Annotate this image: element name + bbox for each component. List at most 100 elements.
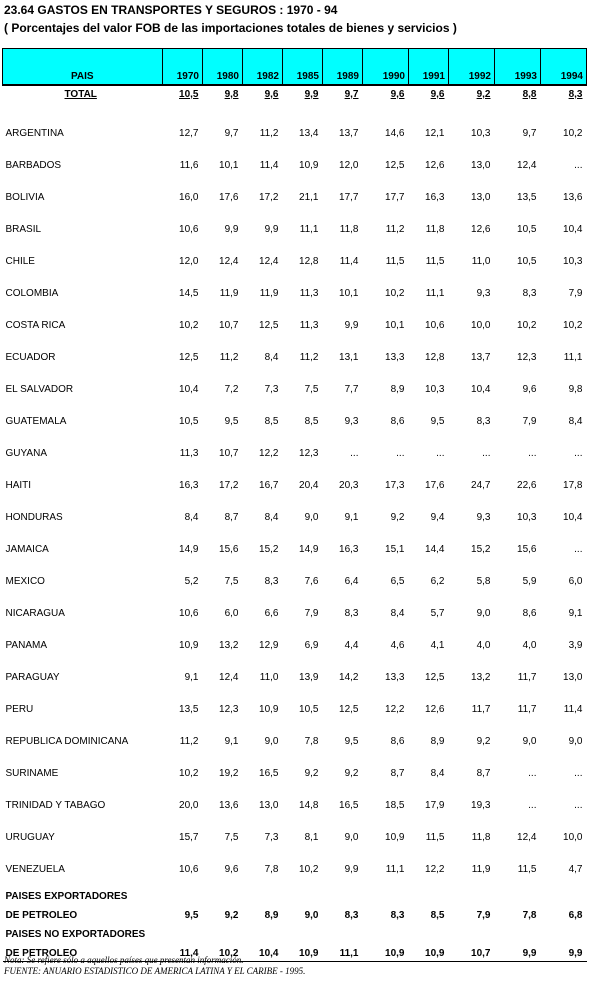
table-row: BRASIL 10,6 9,9 9,9 11,1 11,8 11,2 11,8 12,6 10,5… <box>3 213 587 245</box>
table-cell: 8,3 <box>344 607 359 619</box>
table-cell: 12,8 <box>425 351 445 363</box>
country-name: COSTA RICA <box>5 319 66 331</box>
table-cell: 11,5 <box>425 255 445 267</box>
table-cell: 8,7 <box>390 767 405 779</box>
table-cell: 13,1 <box>339 351 359 363</box>
table-cell: 4,0 <box>476 639 491 651</box>
table-cell: ... <box>528 447 537 459</box>
total-value: 9,6 <box>390 89 405 100</box>
table-cell: 7,5 <box>304 383 319 395</box>
table-cell: 8,4 <box>430 767 445 779</box>
table-cell: 6,2 <box>430 575 445 587</box>
table-cell: 5,8 <box>476 575 491 587</box>
country-name: GUATEMALA <box>5 415 67 427</box>
table-cell: ... <box>528 767 537 779</box>
column-header-year: 1991 <box>408 48 449 86</box>
table-cell: 7,5 <box>224 575 239 587</box>
table-row: TRINIDAD Y TABAGO 20,0 13,6 13,0 14,8 16,5 18,… <box>3 789 587 821</box>
table-cell: 10,9 <box>299 159 319 171</box>
table-cell: ... <box>574 447 583 459</box>
table-cell: 11,1 <box>563 351 583 363</box>
table-cell: 20,0 <box>179 799 199 811</box>
table-cell: 17,2 <box>219 479 239 491</box>
table-cell: 9,7 <box>224 127 239 139</box>
group-value: 9,9 <box>494 940 541 962</box>
group-value: 9,2 <box>224 910 239 921</box>
country-name: HONDURAS <box>5 511 63 523</box>
table-cell: 8,6 <box>522 607 537 619</box>
table-cell: 12,3 <box>219 703 239 715</box>
group-value: 11,4 <box>162 940 203 962</box>
table-cell: 9,6 <box>522 383 537 395</box>
table-cell: 12,5 <box>339 703 359 715</box>
table-cell: 6,0 <box>568 575 583 587</box>
table-cell: 8,3 <box>264 575 279 587</box>
total-row: TOTAL 10,5 9,8 9,6 9,9 9,7 9,6 9,6 9,2 8,8 8,3 <box>3 85 587 117</box>
table-row: GUYANA 11,3 10,7 12,2 12,3.................. <box>3 437 587 469</box>
table-cell: 6,6 <box>264 607 279 619</box>
country-name: ECUADOR <box>5 351 56 363</box>
table-cell: 9,8 <box>568 383 583 395</box>
table-row: GUATEMALA 10,5 9,5 8,5 8,5 9,3 8,6 9,5 8,3 7,9 8,4 <box>3 405 587 437</box>
table-row: MEXICO 5,2 7,5 8,3 7,6 6,4 6,5 6,2 5,8 5,9 6,0 <box>3 565 587 597</box>
table-cell: 12,6 <box>471 223 491 235</box>
table-cell: 9,3 <box>476 511 491 523</box>
country-name: CHILE <box>5 255 35 267</box>
column-header-year: 1970 <box>162 48 203 86</box>
table-cell: 11,7 <box>517 671 537 683</box>
table-row: NICARAGUA 10,6 6,0 6,6 7,9 8,3 8,4 5,7 9,0 8,6 9,1 <box>3 597 587 629</box>
table-cell: 19,2 <box>219 767 239 779</box>
table-cell: ... <box>574 799 583 811</box>
table-cell: 8,5 <box>304 415 319 427</box>
table-row: BARBADOS 11,6 10,1 11,4 10,9 12,0 12,5 12,6 13,0… <box>3 149 587 181</box>
table-cell: 14,4 <box>425 543 445 555</box>
table-row: HONDURAS 8,4 8,7 8,4 9,0 9,1 9,2 9,4 9,3 10,3 10,4 <box>3 501 587 533</box>
table-cell: 16,3 <box>425 191 445 203</box>
table-cell: 8,3 <box>522 287 537 299</box>
table-cell: 10,2 <box>563 127 583 139</box>
table-row: REPUBLICA DOMINICANA 11,2 9,1 9,0 7,8 9,5 8,6 8… <box>3 725 587 757</box>
table-cell: 19,3 <box>471 799 491 811</box>
table-cell: 7,2 <box>224 383 239 395</box>
table-cell: 16,0 <box>179 191 199 203</box>
table-cell: 11,9 <box>471 863 491 875</box>
table-cell: 9,5 <box>224 415 239 427</box>
table-cell: 9,7 <box>522 127 537 139</box>
table-cell: 4,0 <box>522 639 537 651</box>
table-cell: 9,1 <box>568 607 583 619</box>
group-row: DE PETROLEO 9,5 9,2 8,9 9,0 8,3 8,3 8,5 7,9 7,8 6,… <box>3 902 587 923</box>
total-value: 8,8 <box>522 89 537 100</box>
table-cell: 12,6 <box>425 703 445 715</box>
table-cell: 12,3 <box>517 351 537 363</box>
column-header-year: 1994 <box>540 48 587 86</box>
table-cell: 12,2 <box>425 863 445 875</box>
table-cell: 13,9 <box>299 671 319 683</box>
table-cell: 10,3 <box>425 383 445 395</box>
country-name: ARGENTINA <box>5 127 64 139</box>
header-row: PAIS 1970 1980 1982 1985 1989 1990 1991 1992 1993… <box>2 48 587 86</box>
table-cell: 12,0 <box>339 159 359 171</box>
table-row: COLOMBIA 14,5 11,9 11,9 11,3 10,1 10,2 11,1 9,3 8… <box>3 277 587 309</box>
data-table: PAIS 1970 1980 1982 1985 1989 1990 1991 1992 1993… <box>2 48 587 962</box>
table-cell: 8,4 <box>390 607 405 619</box>
table-row: BOLIVIA 16,0 17,6 17,2 21,1 17,7 17,7 16,3 13,0 1… <box>3 181 587 213</box>
table-cell: 8,5 <box>264 415 279 427</box>
table-cell: 12,5 <box>385 159 405 171</box>
country-name: BRASIL <box>5 223 42 235</box>
group-label-line2: DE PETROLEO <box>5 910 78 921</box>
table-cell: 9,0 <box>476 607 491 619</box>
group-label: PAISES NO EXPORTADORES <box>5 929 146 940</box>
table-cell: 7,8 <box>264 863 279 875</box>
table-cell: 9,2 <box>390 511 405 523</box>
group-value: 6,8 <box>568 910 583 921</box>
table-cell: 10,4 <box>471 383 491 395</box>
table-row: ARGENTINA 12,7 9,7 11,2 13,4 13,7 14,6 12,1 10,3… <box>3 117 587 149</box>
table-cell: 8,7 <box>476 767 491 779</box>
table-cell: 12,9 <box>259 639 279 651</box>
country-name: PARAGUAY <box>5 671 60 683</box>
table-cell: 11,1 <box>299 223 319 235</box>
total-value: 9,9 <box>304 89 319 100</box>
table-cell: 7,8 <box>304 735 319 747</box>
country-name: REPUBLICA DOMINICANA <box>5 735 129 747</box>
table-cell: 9,1 <box>184 671 199 683</box>
